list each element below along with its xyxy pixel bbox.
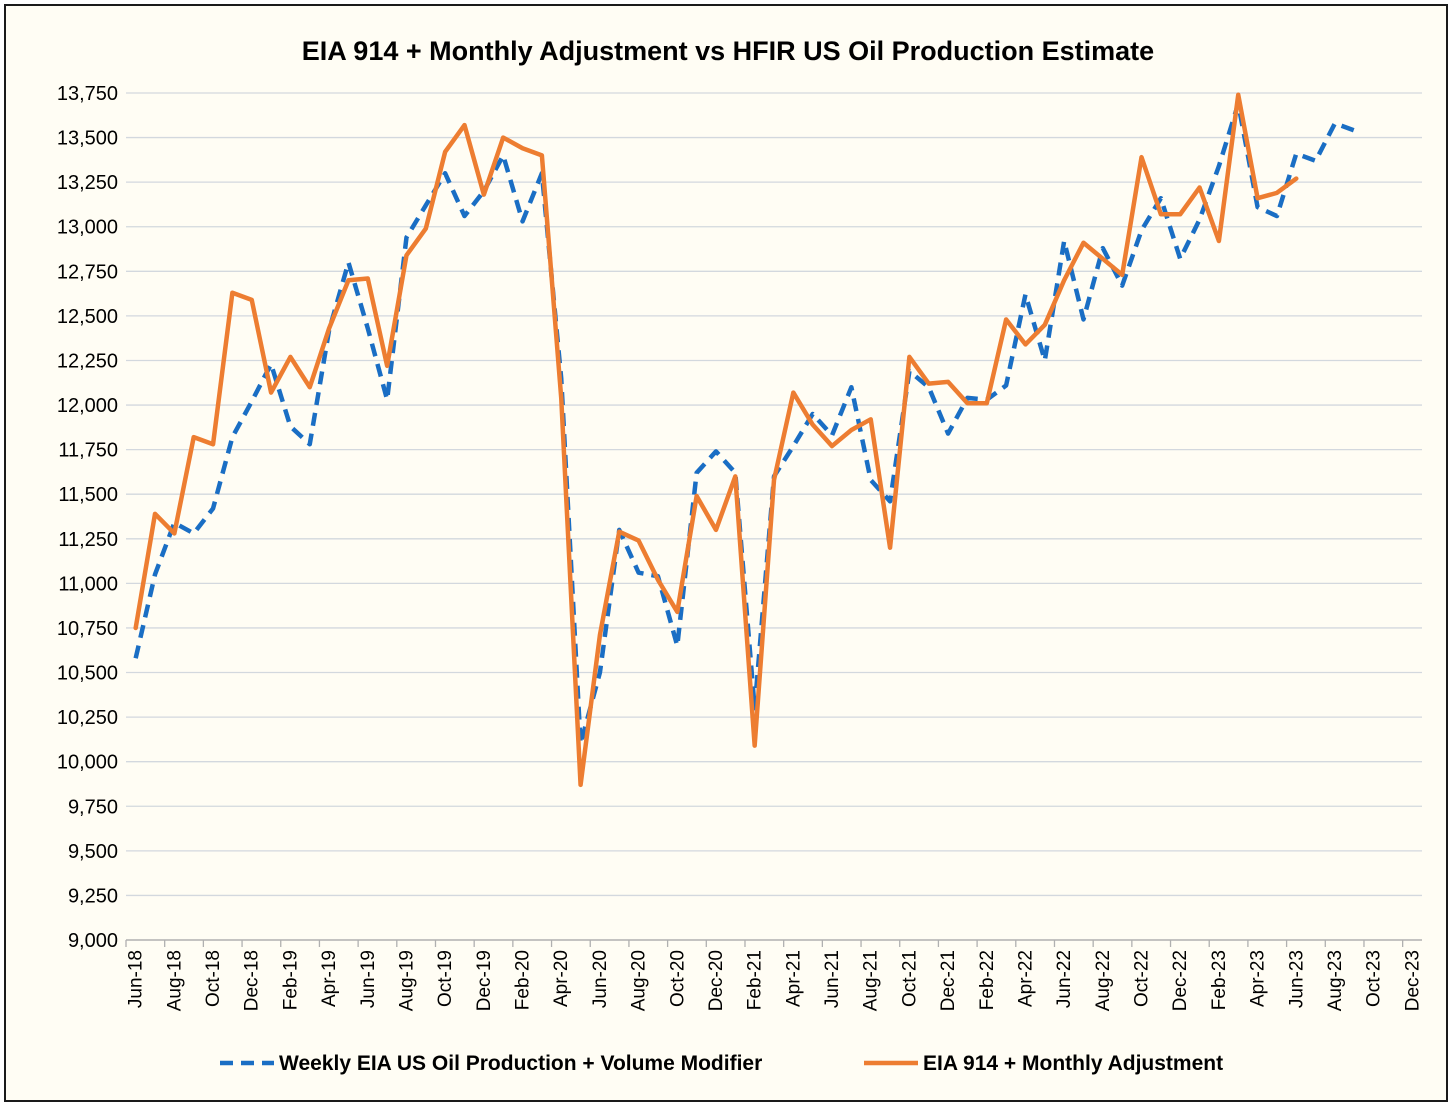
y-tick-label: 12,250 xyxy=(57,350,118,372)
y-tick-label: 9,500 xyxy=(68,841,118,863)
series-lines xyxy=(133,92,1356,788)
y-tick-label: 12,500 xyxy=(57,306,118,328)
x-tick-label: Oct-20 xyxy=(667,950,688,1007)
x-tick-label: Dec-22 xyxy=(1170,950,1191,1011)
y-tick-label: 9,000 xyxy=(68,930,118,952)
x-tick-label: Dec-23 xyxy=(1402,950,1423,1011)
x-tick-label: Jun-21 xyxy=(822,950,843,1008)
x-tick-label: Aug-23 xyxy=(1325,950,1346,1011)
series-line-2 xyxy=(133,92,1299,788)
legend-label-2: EIA 914 + Monthly Adjustment xyxy=(923,1052,1223,1075)
x-tick-label: Oct-21 xyxy=(899,950,920,1007)
x-tick-label: Aug-22 xyxy=(1093,950,1114,1011)
x-tick-label: Oct-23 xyxy=(1364,950,1385,1007)
series-line-1 xyxy=(133,101,1356,747)
x-tick-label: Apr-21 xyxy=(783,950,804,1007)
x-tick-label: Feb-23 xyxy=(1209,950,1230,1010)
y-tick-label: 11,000 xyxy=(58,573,118,595)
x-tick-label: Aug-19 xyxy=(396,950,417,1011)
x-tick-label: Oct-22 xyxy=(1132,950,1153,1007)
y-tick-label: 13,500 xyxy=(57,128,118,150)
y-tick-label: 10,000 xyxy=(57,752,118,774)
y-tick-label: 13,000 xyxy=(57,217,118,239)
y-tick-label: 11,750 xyxy=(58,440,118,462)
x-tick-label: Aug-21 xyxy=(861,950,882,1011)
x-tick-label: Aug-18 xyxy=(164,950,185,1011)
y-tick-label: 10,250 xyxy=(57,707,118,729)
y-tick-label: 10,500 xyxy=(57,663,118,685)
chart-title: EIA 914 + Monthly Adjustment vs HFIR US … xyxy=(302,36,1154,66)
x-tick-label: Jun-22 xyxy=(1054,950,1075,1008)
x-tick-label: Feb-19 xyxy=(280,950,301,1010)
y-tick-label: 12,750 xyxy=(57,261,118,283)
x-tick-label: Oct-19 xyxy=(435,950,456,1007)
x-tick-label: Apr-22 xyxy=(1015,950,1036,1007)
y-tick-label: 13,750 xyxy=(57,83,118,105)
x-tick-label: Aug-20 xyxy=(629,950,650,1011)
x-tick-label: Apr-23 xyxy=(1248,950,1269,1007)
x-tick-label: Apr-20 xyxy=(551,950,572,1007)
chart-canvas: EIA 914 + Monthly Adjustment vs HFIR US … xyxy=(57,36,1424,1075)
x-tick-label: Jun-23 xyxy=(1286,950,1307,1008)
x-tick-label: Jun-19 xyxy=(358,950,379,1008)
legend-label-1: Weekly EIA US Oil Production + Volume Mo… xyxy=(279,1052,762,1075)
x-tick-label: Oct-18 xyxy=(203,950,224,1007)
y-tick-label: 13,250 xyxy=(57,172,118,194)
y-tick-label: 12,000 xyxy=(57,395,118,417)
x-tick-label: Apr-19 xyxy=(319,950,340,1007)
axes: 9,000 9,250 9,500 9,750 10,000 10,250 10,500 10… xyxy=(57,83,1424,1011)
x-tick-label: Dec-18 xyxy=(242,950,263,1011)
x-tick-label: Jun-20 xyxy=(590,950,611,1008)
y-tick-label: 10,750 xyxy=(57,618,118,640)
x-tick-label: Jun-18 xyxy=(126,950,147,1008)
x-tick-label: Dec-20 xyxy=(706,950,727,1011)
y-tick-label: 9,250 xyxy=(68,885,118,907)
x-tick-label: Dec-21 xyxy=(938,950,959,1011)
x-tick-label: Dec-19 xyxy=(474,950,495,1011)
x-tick-label: Feb-22 xyxy=(977,950,998,1010)
chart-frame: EIA 914 + Monthly Adjustment vs HFIR US … xyxy=(4,4,1448,1102)
x-tick-label: Feb-20 xyxy=(513,950,534,1010)
y-tick-label: 9,750 xyxy=(68,796,118,818)
x-tick-label: Feb-21 xyxy=(745,950,766,1010)
legend: Weekly EIA US Oil Production + Volume Mo… xyxy=(220,1052,1223,1075)
y-tick-label: 11,250 xyxy=(58,529,118,551)
y-tick-label: 11,500 xyxy=(58,484,118,506)
gridlines xyxy=(126,92,1422,897)
